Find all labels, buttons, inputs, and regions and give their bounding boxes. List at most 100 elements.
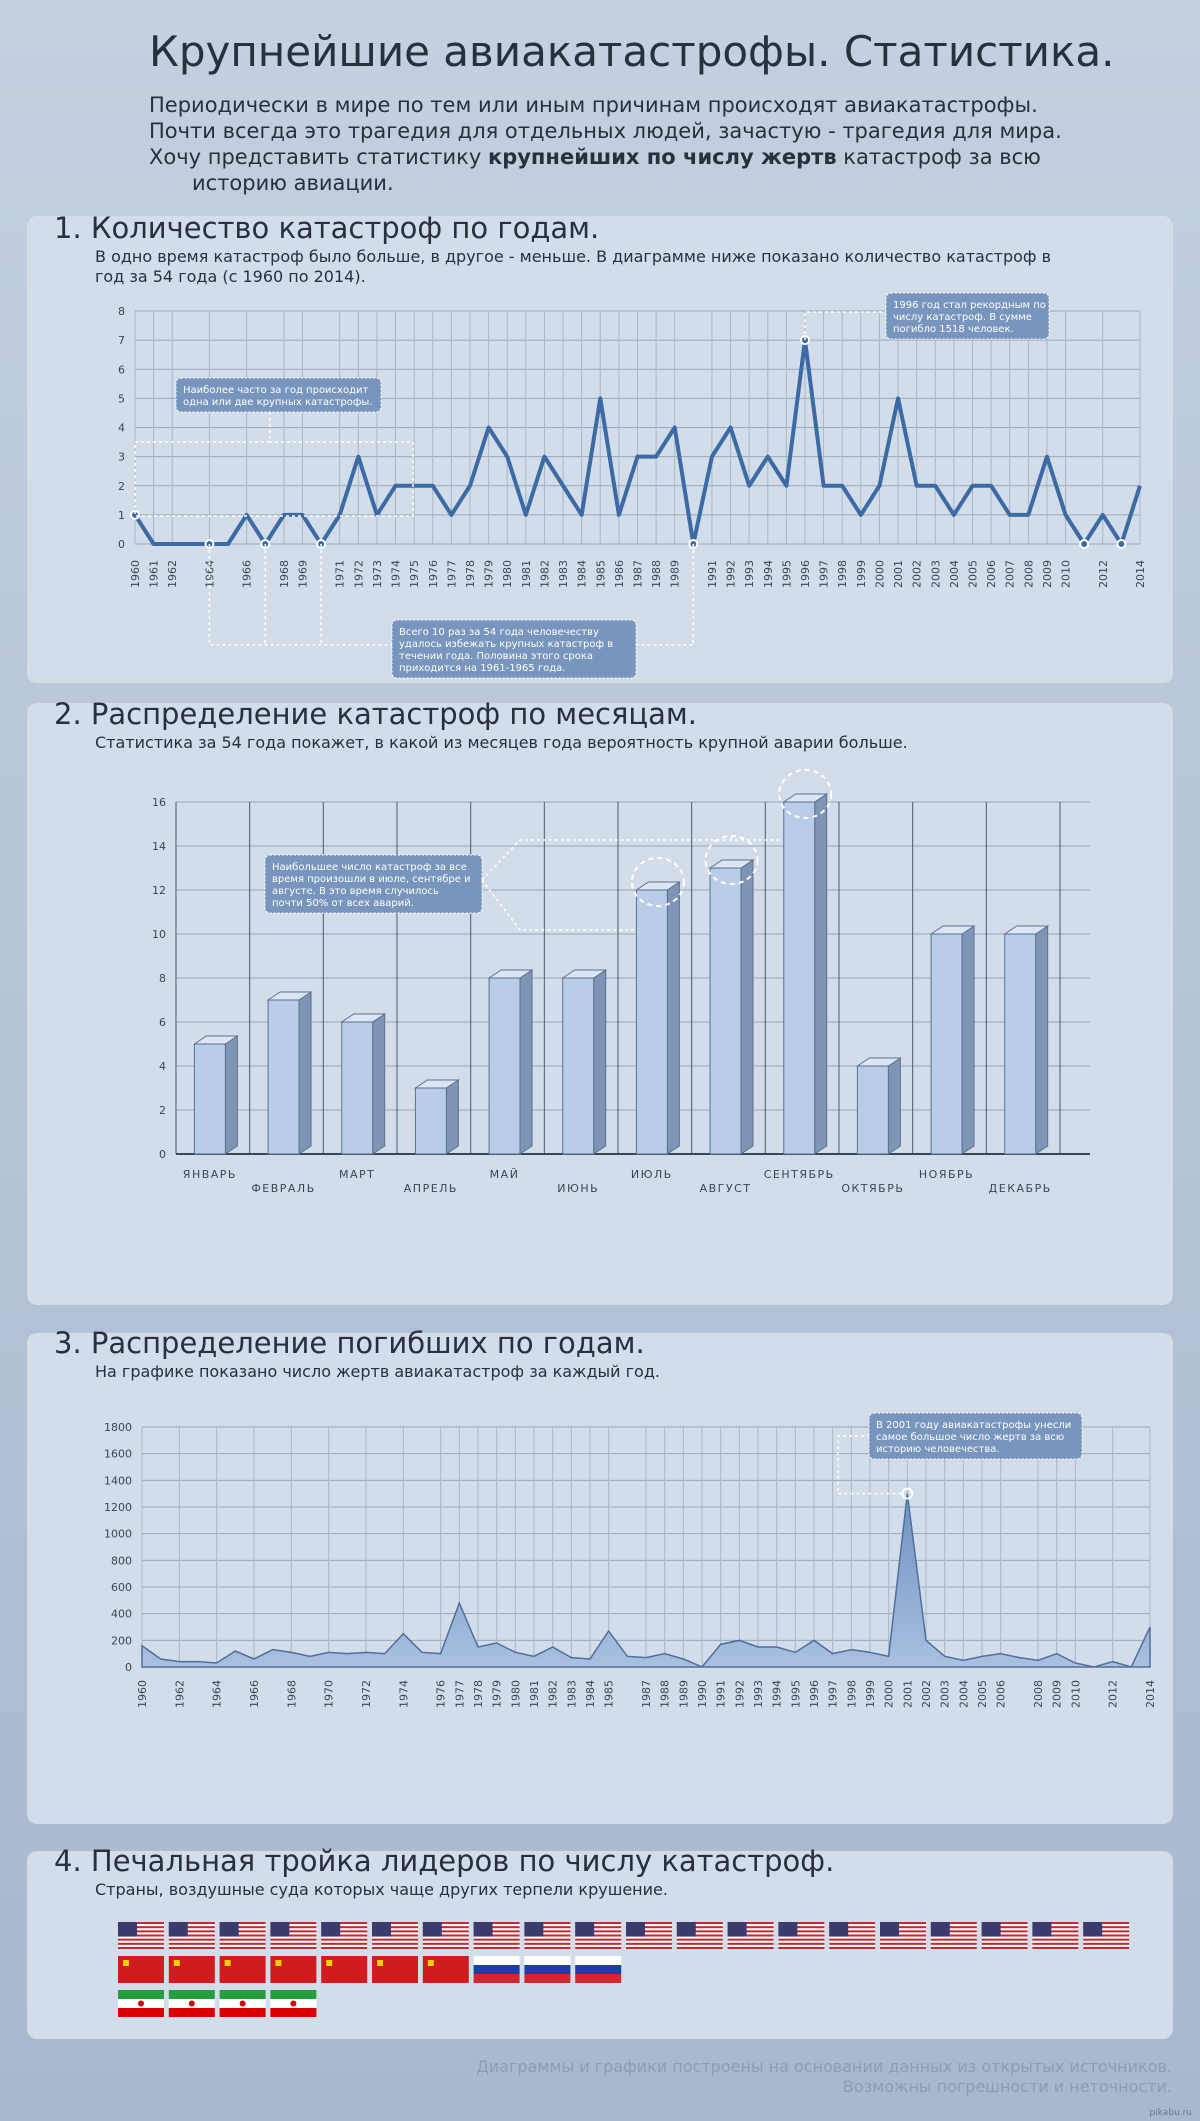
- x-tick-label: 1989: [669, 560, 682, 588]
- flag-stripe: [372, 1942, 418, 1945]
- x-tick-label: СЕНТЯБРЬ: [764, 1168, 835, 1181]
- y-tick-label: 8: [118, 305, 125, 318]
- y-tick-label: 4: [159, 1060, 166, 1073]
- flag-stripe: [168, 1990, 215, 1999]
- highlight-ring: [778, 769, 833, 819]
- y-tick-label: 12: [152, 884, 166, 897]
- flag-stripe: [270, 1990, 317, 1999]
- flag-stripe: [676, 1930, 723, 1933]
- flag-stripe: [168, 1934, 215, 1937]
- flag-canton: [524, 1922, 544, 1937]
- flag-canton: [778, 1922, 798, 1937]
- point-marker: [1116, 539, 1127, 549]
- bar-side: [740, 859, 754, 1155]
- flag-stripe: [1032, 1942, 1079, 1945]
- callout-text: В 2001 году авиакатастрофы унесли: [876, 1420, 1071, 1431]
- flag-stripe: [524, 1922, 571, 1925]
- x-tick-label: 1976: [427, 560, 440, 588]
- x-tick-label: 1962: [166, 560, 179, 588]
- flag-stripe: [321, 1926, 368, 1929]
- flag-stripe: [778, 1926, 825, 1929]
- x-tick-label: 1982: [547, 1680, 560, 1708]
- connector: [481, 879, 634, 931]
- flag-stripe: [626, 1942, 672, 1945]
- bar: [488, 977, 521, 1155]
- section-subtitle: На графике показано число жертв авиаката…: [95, 1362, 660, 1381]
- flag-stripe: [473, 1965, 520, 1974]
- flag-canton: [1032, 1922, 1052, 1937]
- x-tick-label: 2001: [892, 560, 905, 588]
- flag-stripe: [626, 1922, 672, 1925]
- flag-stripe: [372, 1938, 418, 1941]
- flag-stripe: [219, 1926, 266, 1929]
- flag-stripe: [930, 1930, 977, 1933]
- flag-stripe: [168, 1930, 215, 1933]
- y-tick-label: 7: [118, 334, 125, 347]
- flag-stripe: [930, 1934, 977, 1937]
- y-tick-label: 0: [118, 538, 125, 551]
- x-tick-label: 1972: [360, 1680, 373, 1708]
- footer: Возможны погрешности и неточности.: [843, 2077, 1172, 2096]
- x-tick-label: МАРТ: [339, 1168, 375, 1181]
- flag-stripe: [829, 1926, 876, 1929]
- flag-stripe: [118, 1942, 164, 1945]
- callout-text: погибло 1518 человек.: [893, 324, 1014, 335]
- flag-stripe: [118, 1938, 164, 1941]
- bar: [930, 933, 963, 1155]
- flag-stripe: [575, 1974, 622, 1983]
- x-tick-label: 2014: [1134, 560, 1147, 588]
- flag-emblem: [275, 1960, 282, 1966]
- bar: [562, 977, 595, 1155]
- flag-stripe: [981, 1922, 1028, 1925]
- flag-stripe: [473, 1974, 520, 1983]
- y-tick-label: 2: [159, 1104, 166, 1117]
- flag-canton: [422, 1922, 442, 1937]
- flag-stripe: [1032, 1946, 1079, 1949]
- flag-stripe: [676, 1938, 723, 1941]
- flag-stripe: [321, 1930, 368, 1933]
- flag-canton: [727, 1922, 747, 1937]
- section-title: 4. Печальная тройка лидеров по числу кат…: [54, 1844, 834, 1878]
- flag-stripe: [880, 1926, 926, 1929]
- y-tick-label: 1: [118, 509, 125, 522]
- x-tick-label: 1983: [557, 560, 570, 588]
- flag-stripe: [118, 1934, 164, 1937]
- section-subtitle: Страны, воздушные суда которых чаще друг…: [95, 1880, 668, 1899]
- x-tick-label: 2004: [957, 1680, 970, 1708]
- connector: [636, 544, 695, 646]
- flag-stripe: [168, 1946, 215, 1949]
- bar: [635, 889, 668, 1155]
- x-tick-label: 1974: [397, 1680, 410, 1708]
- flag-stripe: [676, 1946, 723, 1949]
- flag-stripe: [778, 1942, 825, 1945]
- flag-stripe: [930, 1922, 977, 1925]
- x-tick-label: 1997: [818, 560, 831, 588]
- flag-stripe: [118, 2008, 164, 2017]
- intro-line: историю авиации.: [192, 171, 394, 195]
- callout-text: 1996 год стал рекордным по: [893, 300, 1046, 311]
- callout-box: [175, 377, 382, 413]
- flag-stripe: [118, 1922, 164, 1925]
- x-tick-label: 1992: [733, 1680, 746, 1708]
- connector: [208, 544, 392, 646]
- bar-side: [298, 991, 312, 1155]
- flag-canton: [118, 1922, 137, 1937]
- flag-stripe: [575, 1922, 622, 1925]
- flag-canton: [829, 1922, 849, 1937]
- flag-stripe: [1032, 1922, 1079, 1925]
- flag-stripe: [575, 1930, 622, 1933]
- flag-stripe: [575, 1926, 622, 1929]
- flag-stripe: [778, 1938, 825, 1941]
- flag-emblem: [427, 1960, 434, 1966]
- y-tick-label: 200: [111, 1634, 132, 1647]
- x-tick-label: 1976: [435, 1680, 448, 1708]
- x-tick-label: 1998: [845, 1680, 858, 1708]
- callout-text: удалось избежать крупных катастроф в: [399, 639, 613, 650]
- flag-stripe: [575, 1934, 622, 1937]
- y-tick-label: 1200: [104, 1501, 132, 1514]
- x-tick-label: 2002: [911, 560, 924, 588]
- x-tick-label: 2010: [1069, 1680, 1082, 1708]
- flag-stripe: [422, 1926, 469, 1929]
- bar: [783, 801, 816, 1155]
- flag-stripe: [473, 1926, 520, 1929]
